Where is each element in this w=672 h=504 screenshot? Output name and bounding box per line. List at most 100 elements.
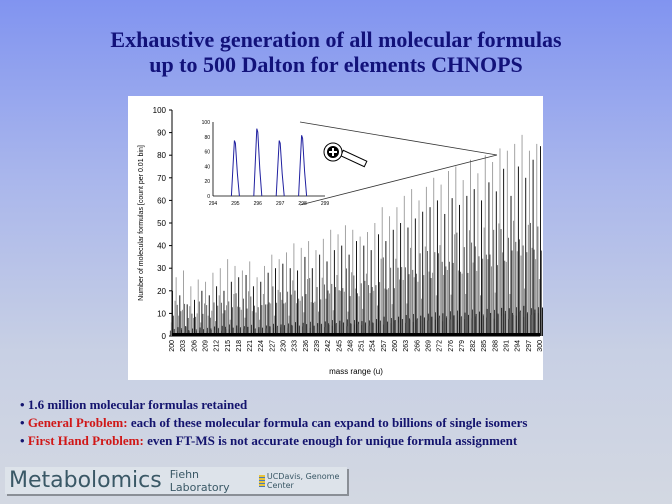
- bar: [245, 274, 247, 336]
- x-tick-label: 288: [492, 340, 499, 352]
- x-tick-label: 227: [269, 340, 276, 352]
- bar: [338, 290, 340, 336]
- bar: [409, 318, 410, 336]
- bar: [523, 317, 525, 336]
- bar: [183, 270, 184, 336]
- bar: [223, 290, 225, 336]
- bar: [520, 255, 522, 336]
- bar: [299, 300, 301, 336]
- center-name: UCDavis, Genome Center: [266, 471, 340, 490]
- bar: [301, 296, 303, 336]
- bar: [266, 304, 268, 336]
- bar: [445, 316, 447, 336]
- bar: [339, 325, 341, 336]
- x-tick-label: 221: [247, 340, 254, 352]
- bar: [471, 318, 473, 336]
- bar: [432, 272, 434, 336]
- brand-logo: Metabolomics: [9, 468, 162, 493]
- bar: [445, 266, 447, 336]
- bar: [492, 161, 494, 336]
- bar: [244, 317, 246, 336]
- bar: [457, 270, 459, 336]
- bar: [298, 325, 300, 336]
- bar: [264, 265, 265, 336]
- bar: [466, 195, 468, 336]
- bar: [254, 305, 255, 336]
- bar: [178, 315, 180, 336]
- bar: [191, 313, 193, 336]
- bar: [491, 266, 492, 336]
- bar: [465, 293, 467, 336]
- bar: [276, 302, 278, 336]
- bar: [276, 326, 278, 336]
- bar: [444, 213, 446, 336]
- bar: [389, 216, 391, 336]
- bar: [448, 171, 449, 336]
- bar: [430, 278, 432, 336]
- x-tick-label: 245: [336, 340, 343, 352]
- bar: [511, 250, 513, 336]
- bar: [443, 274, 445, 336]
- bar: [243, 298, 244, 336]
- bar: [296, 303, 297, 336]
- bar: [429, 207, 431, 336]
- bar: [471, 242, 473, 336]
- bar: [306, 324, 307, 336]
- bar: [474, 246, 476, 336]
- bar: [504, 260, 506, 336]
- bar: [261, 305, 263, 336]
- y-tick-label: 70: [157, 174, 166, 183]
- bar: [358, 296, 360, 336]
- bar: [422, 211, 424, 336]
- bar: [503, 168, 505, 336]
- x-tick-label: 251: [359, 340, 366, 352]
- bar: [508, 319, 510, 336]
- inset-y-tick-label: 80: [204, 135, 210, 141]
- bar: [175, 277, 177, 336]
- bar: [289, 268, 291, 336]
- bar: [216, 286, 218, 336]
- x-tick-label: 263: [403, 340, 410, 352]
- bar: [337, 234, 339, 336]
- bar: [456, 232, 458, 336]
- bar: [519, 311, 521, 336]
- bar: [356, 241, 357, 336]
- bar: [386, 289, 388, 336]
- bar: [324, 327, 326, 336]
- bar: [308, 241, 310, 336]
- bar-baseline: [172, 333, 540, 336]
- bar: [442, 321, 444, 336]
- bar: [528, 150, 530, 336]
- bar: [225, 326, 226, 336]
- bar: [169, 330, 171, 336]
- bar: [265, 304, 266, 336]
- bar: [201, 290, 203, 336]
- x-tick-label: 257: [381, 340, 388, 352]
- bar: [468, 230, 470, 336]
- bar: [541, 250, 542, 336]
- bar: [524, 288, 526, 336]
- bar: [440, 184, 442, 336]
- bar: [327, 290, 329, 336]
- bar: [239, 307, 241, 336]
- bar: [295, 328, 296, 336]
- bar: [408, 274, 410, 336]
- bar: [473, 189, 475, 336]
- bar: [187, 317, 189, 336]
- bar: [449, 319, 451, 336]
- bar: [526, 313, 528, 336]
- bar: [217, 327, 219, 336]
- bar: [496, 265, 498, 336]
- bar: [479, 319, 480, 336]
- bar: [398, 322, 399, 336]
- inset-x-tick-label: 296: [254, 201, 263, 207]
- bar: [331, 325, 333, 336]
- bar: [385, 241, 387, 336]
- bar: [538, 279, 540, 336]
- bar: [300, 247, 302, 336]
- bar: [283, 325, 285, 336]
- bar: [507, 237, 509, 336]
- bar: [257, 307, 259, 336]
- bar: [219, 268, 221, 336]
- bar: [534, 312, 536, 336]
